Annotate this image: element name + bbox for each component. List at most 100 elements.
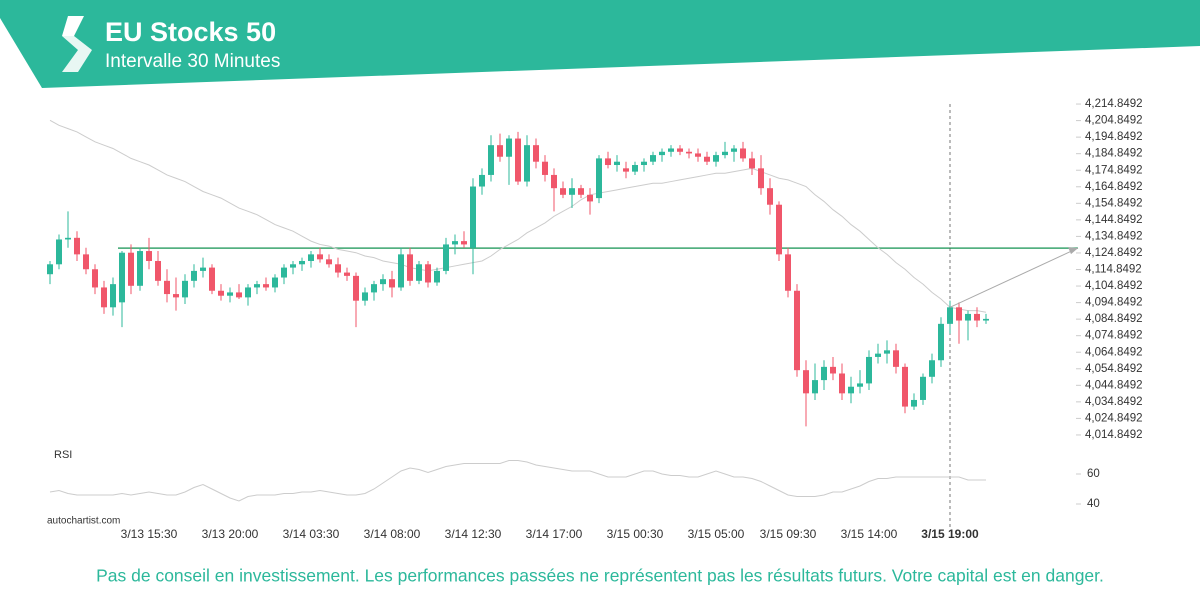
- x-tick-label: 3/15 19:00: [921, 527, 979, 541]
- y-tick-label: 4,184.8492: [1085, 148, 1143, 160]
- candle-body: [254, 284, 260, 288]
- candle-body: [524, 145, 530, 182]
- candle-body: [353, 275, 359, 301]
- y-tick-label: 4,054.8492: [1085, 363, 1143, 375]
- candle-body: [956, 307, 962, 321]
- candle-body: [155, 260, 161, 281]
- disclaimer: Pas de conseil en investissement. Les pe…: [96, 566, 1104, 586]
- candle-body: [641, 161, 647, 166]
- candle-body: [317, 254, 323, 260]
- y-tick-label: 4,024.8492: [1085, 412, 1143, 424]
- y-tick-label: 4,144.8492: [1085, 214, 1143, 226]
- candle-body: [587, 194, 593, 202]
- candle-body: [272, 277, 278, 288]
- candle-body: [569, 188, 575, 195]
- rsi-tick-label: 60: [1087, 468, 1100, 480]
- candle-body: [470, 186, 476, 248]
- candle-body: [515, 138, 521, 182]
- header-band: [0, 0, 1200, 88]
- y-tick-label: 4,154.8492: [1085, 197, 1143, 209]
- candle-body: [119, 252, 125, 303]
- x-tick-label: 3/15 09:30: [760, 527, 817, 541]
- candle-body: [596, 158, 602, 199]
- candle-body: [740, 148, 746, 159]
- y-tick-label: 4,084.8492: [1085, 313, 1143, 325]
- x-tick-label: 3/15 05:00: [688, 527, 745, 541]
- candle-body: [938, 323, 944, 361]
- source: autochartist.com: [47, 516, 120, 527]
- candle-body: [281, 267, 287, 278]
- y-tick-label: 4,014.8492: [1085, 429, 1143, 441]
- candle-body: [857, 383, 863, 387]
- candle-body: [173, 294, 179, 298]
- candle-body: [542, 161, 548, 175]
- y-tick-label: 4,044.8492: [1085, 379, 1143, 391]
- candle-body: [560, 188, 566, 195]
- candle-body: [245, 287, 251, 298]
- candle-body: [110, 284, 116, 308]
- candle-body: [821, 366, 827, 381]
- x-tick-label: 3/14 17:00: [526, 527, 583, 541]
- candle-body: [605, 158, 611, 166]
- x-tick-label: 3/14 12:30: [445, 527, 502, 541]
- candle-body: [101, 287, 107, 308]
- x-tick-label: 3/13 15:30: [121, 527, 178, 541]
- candle-body: [704, 156, 710, 162]
- candle-body: [668, 148, 674, 152]
- candle-body: [983, 318, 989, 321]
- candle-body: [263, 284, 269, 288]
- candle-body: [965, 313, 971, 321]
- candle-body: [722, 151, 728, 156]
- candle-body: [326, 259, 332, 265]
- candle-body: [443, 244, 449, 271]
- candle-body: [83, 254, 89, 270]
- candle-body: [452, 241, 458, 245]
- candle-body: [434, 270, 440, 283]
- candle-body: [614, 161, 620, 166]
- rsi-tick-label: 40: [1087, 498, 1100, 510]
- x-tick-label: 3/15 00:30: [607, 527, 664, 541]
- candle-body: [848, 386, 854, 394]
- x-tick-label: 3/14 03:30: [283, 527, 340, 541]
- candle-body: [776, 204, 782, 255]
- y-tick-label: 4,194.8492: [1085, 131, 1143, 143]
- projection: [949, 247, 1079, 308]
- candle-body: [929, 360, 935, 377]
- candle-body: [866, 356, 872, 384]
- candle-body: [902, 366, 908, 407]
- candle-body: [380, 279, 386, 285]
- candle-body: [785, 254, 791, 291]
- candle-body: [362, 292, 368, 301]
- y-tick-label: 4,164.8492: [1085, 181, 1143, 193]
- candle-body: [344, 272, 350, 276]
- candle-body: [290, 264, 296, 268]
- candle-body: [659, 151, 665, 156]
- candle-body: [488, 145, 494, 175]
- candle-body: [839, 373, 845, 394]
- candle-body: [218, 290, 224, 296]
- candle-body: [803, 370, 809, 394]
- candle-body: [47, 264, 53, 275]
- candle-body: [164, 280, 170, 295]
- candle-body: [137, 251, 143, 286]
- y-tick-label: 4,064.8492: [1085, 346, 1143, 358]
- moving-average: [49, 119, 987, 313]
- y-tick-label: 4,134.8492: [1085, 230, 1143, 242]
- candle-body: [191, 270, 197, 281]
- candle-body: [128, 252, 134, 286]
- x-tick-label: 3/15 14:00: [841, 527, 898, 541]
- candle-body: [398, 254, 404, 288]
- candle-body: [920, 376, 926, 400]
- candle-body: [686, 151, 692, 154]
- y-tick-label: 4,074.8492: [1085, 330, 1143, 342]
- candle-body: [209, 267, 215, 291]
- candle-body: [74, 237, 80, 255]
- x-tick-label: 3/13 20:00: [202, 527, 259, 541]
- projection-head: [1068, 247, 1078, 255]
- y-tick-label: 4,214.8492: [1085, 98, 1143, 110]
- candle-body: [389, 279, 395, 288]
- candle-body: [794, 290, 800, 371]
- title: EU Stocks 50: [105, 17, 276, 47]
- x-tick-label: 3/14 08:00: [364, 527, 421, 541]
